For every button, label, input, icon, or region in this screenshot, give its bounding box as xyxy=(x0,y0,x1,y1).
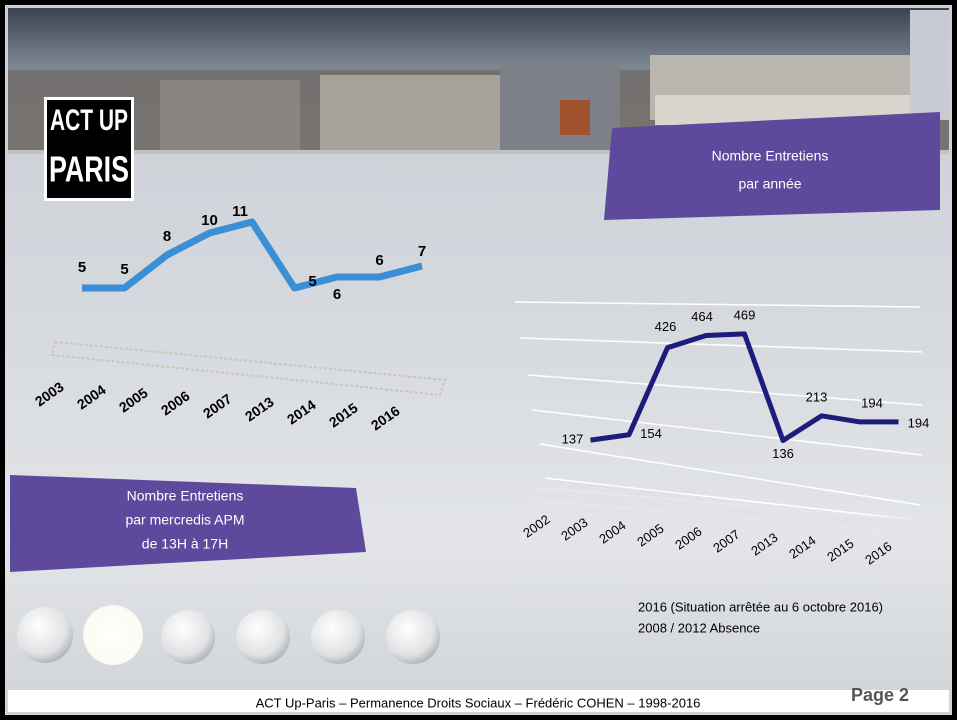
data-label: 8 xyxy=(163,228,171,245)
data-label: 137 xyxy=(562,432,584,447)
data-label: 194 xyxy=(908,415,930,430)
x-tick-label: 2016 xyxy=(368,402,403,433)
logo-line: PARIS xyxy=(49,149,129,190)
x-tick-label: 2004 xyxy=(74,381,109,412)
x-tick-label: 2007 xyxy=(710,527,742,556)
chart-title: par mercredis APM xyxy=(125,512,244,528)
data-label: 6 xyxy=(375,252,383,269)
data-label: 6 xyxy=(333,286,341,303)
data-label: 194 xyxy=(861,395,883,410)
x-tick-label: 2015 xyxy=(824,536,856,565)
note: 2016 (Situation arrêtée au 6 octobre 201… xyxy=(638,599,883,614)
x-tick-label: 2003 xyxy=(32,378,67,409)
logo-line: ACT UP xyxy=(50,104,128,137)
data-label: 7 xyxy=(418,243,426,260)
data-label: 464 xyxy=(691,309,713,324)
chart-title: de 13H à 17H xyxy=(142,536,228,552)
logo: ACT UP PARIS xyxy=(44,97,134,201)
data-label: 5 xyxy=(78,259,86,276)
chart-title: Nombre Entretiens xyxy=(127,488,244,504)
x-tick-label: 2006 xyxy=(158,387,193,418)
data-label: 11 xyxy=(232,203,248,220)
x-tick-label: 2016 xyxy=(862,539,894,568)
chart-title: par année xyxy=(738,176,801,192)
x-tick-label: 2003 xyxy=(558,515,590,544)
data-label: 426 xyxy=(655,319,677,334)
data-label: 213 xyxy=(806,389,828,404)
page-number: Page 2 xyxy=(851,685,909,705)
x-tick-label: 2006 xyxy=(672,524,704,553)
x-tick-label: 2005 xyxy=(116,384,151,415)
footer: ACT Up-Paris – Permanence Droits Sociaux… xyxy=(256,695,701,710)
note: 2008 / 2012 Absence xyxy=(638,620,760,635)
data-label: 154 xyxy=(640,426,662,441)
x-tick-label: 2002 xyxy=(520,512,552,541)
data-label: 469 xyxy=(734,307,756,322)
data-label: 10 xyxy=(201,212,218,229)
title-box xyxy=(604,112,940,220)
data-label: 5 xyxy=(120,261,128,278)
spheres xyxy=(17,605,440,665)
x-tick-label: 2014 xyxy=(786,533,818,562)
data-label: 136 xyxy=(772,446,794,461)
x-tick-label: 2004 xyxy=(596,518,628,547)
slide-canvas: ACT UP PARIS 2016 (Situation arrêtée au … xyxy=(0,0,957,720)
x-tick-label: 2013 xyxy=(748,530,780,559)
data-line xyxy=(82,222,422,288)
x-tick-label: 2005 xyxy=(634,521,666,550)
data-label: 5 xyxy=(308,273,316,290)
chart-title: Nombre Entretiens xyxy=(712,148,829,164)
slide: ACT UP PARIS 2016 (Situation arrêtée au … xyxy=(0,0,957,720)
x-tick-label: 2014 xyxy=(284,396,319,427)
x-tick-label: 2015 xyxy=(326,399,361,430)
axis-decor xyxy=(52,342,445,395)
x-tick-label: 2007 xyxy=(200,390,235,421)
x-tick-label: 2013 xyxy=(242,393,277,424)
